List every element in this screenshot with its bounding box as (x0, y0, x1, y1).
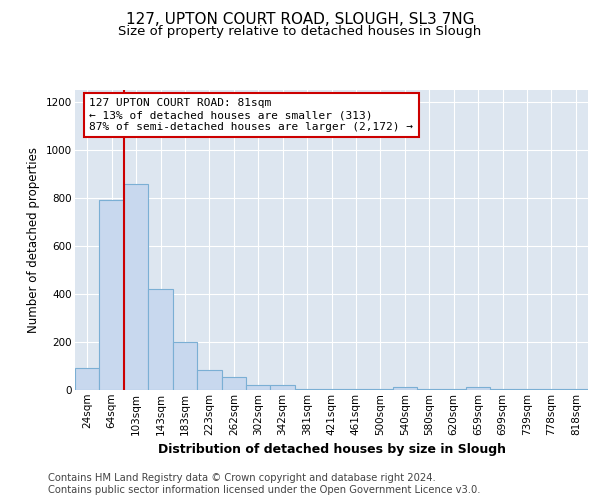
Bar (246, 385, 271, 390)
Bar (100, 200, 124, 390)
Bar (197, 370, 221, 390)
Bar (319, 389, 344, 390)
Bar (344, 389, 368, 390)
Bar (490, 389, 515, 390)
Bar (417, 389, 442, 390)
Y-axis label: Number of detached properties: Number of detached properties (28, 147, 40, 333)
Bar (221, 377, 246, 390)
Bar (295, 389, 319, 390)
Bar (392, 387, 417, 390)
Bar (466, 387, 490, 390)
Text: Size of property relative to detached houses in Slough: Size of property relative to detached ho… (118, 25, 482, 38)
Bar (515, 389, 539, 390)
Bar (368, 389, 392, 390)
Bar (442, 389, 466, 390)
Bar (563, 389, 588, 390)
Bar (148, 289, 173, 390)
Text: 127, UPTON COURT ROAD, SLOUGH, SL3 7NG: 127, UPTON COURT ROAD, SLOUGH, SL3 7NG (126, 12, 474, 28)
X-axis label: Distribution of detached houses by size in Slough: Distribution of detached houses by size … (157, 443, 505, 456)
Bar (271, 385, 295, 390)
Bar (124, 184, 148, 390)
Text: 127 UPTON COURT ROAD: 81sqm
← 13% of detached houses are smaller (313)
87% of se: 127 UPTON COURT ROAD: 81sqm ← 13% of det… (89, 98, 413, 132)
Bar (539, 389, 563, 390)
Text: Contains HM Land Registry data © Crown copyright and database right 2024.
Contai: Contains HM Land Registry data © Crown c… (48, 474, 481, 495)
Bar (75, 368, 100, 390)
Bar (173, 342, 197, 390)
